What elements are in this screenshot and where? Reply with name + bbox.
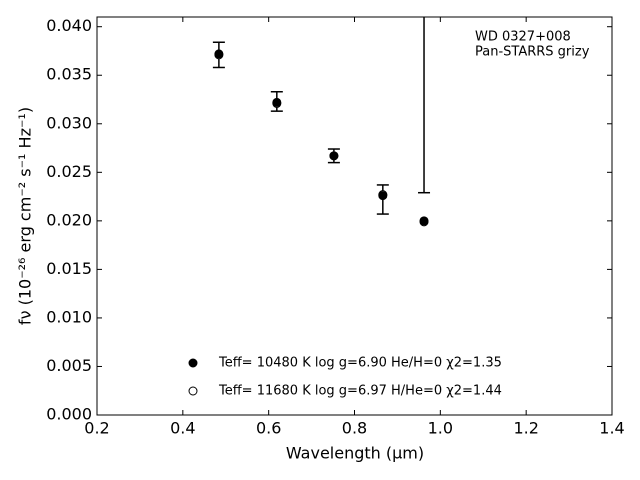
model-point: [378, 191, 388, 201]
x-tick-label: 0.6: [256, 419, 281, 438]
y-tick-label: 0.005: [46, 356, 92, 375]
legend-marker: [188, 358, 198, 368]
x-tick-label: 0.8: [342, 419, 367, 438]
y-tick-label: 0.010: [46, 307, 92, 326]
y-axis-label: fν (10⁻²⁶ erg cm⁻² s⁻¹ Hz⁻¹): [16, 107, 35, 325]
plot-area: [212, 17, 431, 227]
x-tick-label: 0.2: [84, 419, 109, 438]
model-point: [329, 151, 339, 161]
annotation: Pan-STARRS grizy: [475, 45, 590, 60]
model-point: [272, 97, 282, 107]
y-tick-label: 0.035: [46, 65, 92, 84]
error-bar: [418, 17, 431, 194]
y-tick-label: 0.000: [46, 405, 92, 424]
x-tick-label: 1.2: [513, 419, 538, 438]
model-point: [419, 216, 429, 226]
legend-label: Teff= 10480 K log g=6.90 He/H=0 χ2=1.35: [218, 356, 502, 371]
x-tick-label: 0.4: [170, 419, 195, 438]
annotation: WD 0327+008: [475, 30, 571, 45]
x-axis-label: Wavelength (μm): [286, 444, 424, 463]
y-tick-label: 0.040: [46, 16, 92, 35]
x-tick-label: 1.4: [599, 419, 624, 438]
legend-label: Teff= 11680 K log g=6.97 H/He=0 χ2=1.44: [218, 384, 502, 399]
y-tick-label: 0.015: [46, 259, 92, 278]
y-tick-label: 0.030: [46, 113, 92, 132]
model-point: [214, 49, 224, 59]
legend-marker: [188, 386, 198, 396]
y-tick-label: 0.020: [46, 210, 92, 229]
y-tick-label: 0.025: [46, 162, 92, 181]
x-tick-label: 1.0: [428, 419, 453, 438]
